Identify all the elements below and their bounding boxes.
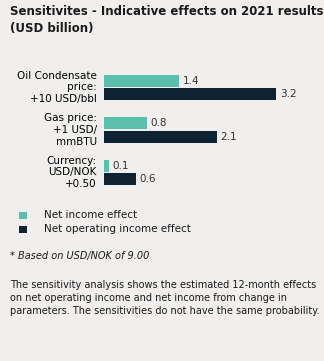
Text: 0.1: 0.1	[112, 161, 129, 171]
Text: 1.4: 1.4	[182, 76, 199, 86]
Text: 0.8: 0.8	[150, 118, 167, 128]
Bar	[104, 117, 147, 129]
Text: The sensitivity analysis shows the estimated 12-month effects
on net operating i: The sensitivity analysis shows the estim…	[10, 280, 319, 316]
Text: 0.6: 0.6	[139, 174, 156, 184]
Bar	[104, 173, 136, 185]
Text: (USD billion): (USD billion)	[10, 22, 93, 35]
Bar	[104, 75, 179, 87]
Text: 3.2: 3.2	[280, 89, 296, 99]
Text: * Based on USD/NOK of 9.00: * Based on USD/NOK of 9.00	[10, 251, 149, 261]
Bar	[104, 88, 276, 100]
Text: Sensitivites - Indicative effects on 2021 results*: Sensitivites - Indicative effects on 202…	[10, 5, 324, 18]
Text: 2.1: 2.1	[220, 132, 237, 142]
Bar	[104, 131, 217, 143]
Bar	[104, 160, 109, 171]
Text: Net income effect: Net income effect	[44, 210, 137, 220]
Text: Net operating income effect: Net operating income effect	[44, 224, 191, 234]
